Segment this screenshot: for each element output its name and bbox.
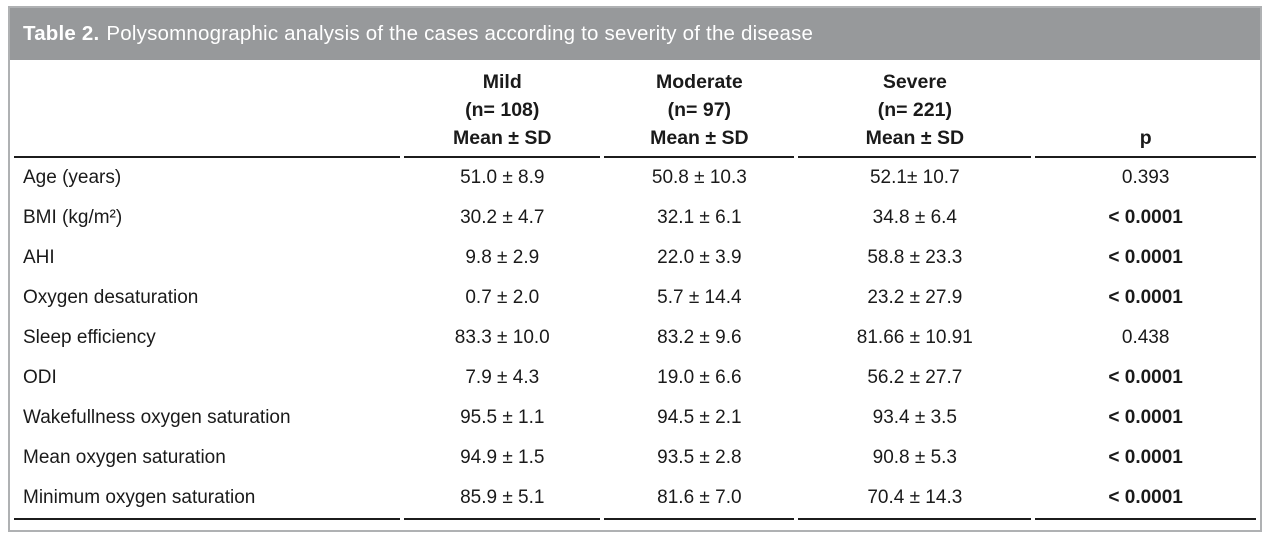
row-label: ODI xyxy=(23,367,57,388)
mild-value: 9.8 ± 2.9 xyxy=(465,247,540,268)
row-label-column-header xyxy=(14,60,401,158)
row-label: Wakefullness oxygen saturation xyxy=(23,407,291,428)
row-label: Oxygen desaturation xyxy=(23,287,199,308)
row-label: AHI xyxy=(23,247,55,268)
p-value: 0.393 xyxy=(1121,167,1170,188)
row-label: BMI (kg/m²) xyxy=(23,207,123,228)
table-row: AHI 9.8 ± 2.9 22.0 ± 3.9 58.8 ± 23.3 < 0… xyxy=(14,238,1256,278)
mild-value: 0.7 ± 2.0 xyxy=(465,287,540,308)
mild-value: 51.0 ± 8.9 xyxy=(460,167,545,188)
table-row: BMI (kg/m²) 30.2 ± 4.7 32.1 ± 6.1 34.8 ±… xyxy=(14,198,1256,238)
moderate-value: 19.0 ± 6.6 xyxy=(657,367,742,388)
group-name: Moderate xyxy=(656,71,743,93)
table-number-label: Table 2. xyxy=(23,22,100,45)
table-row: Sleep efficiency 83.3 ± 10.0 83.2 ± 9.6 … xyxy=(14,318,1256,358)
table-row: Minimum oxygen saturation 85.9 ± 5.1 81.… xyxy=(14,478,1256,520)
p-value: < 0.0001 xyxy=(1108,367,1183,388)
moderate-value: 22.0 ± 3.9 xyxy=(657,247,742,268)
p-value: < 0.0001 xyxy=(1108,247,1183,268)
mild-value: 95.5 ± 1.1 xyxy=(460,407,545,428)
row-label: Age (years) xyxy=(23,167,122,188)
mild-value: 94.9 ± 1.5 xyxy=(460,447,545,468)
table-footnote: BMI: Body mass index, AHI: Apnea hypopne… xyxy=(10,520,1260,530)
mild-value: 83.3 ± 10.0 xyxy=(454,327,550,348)
mild-value: 7.9 ± 4.3 xyxy=(465,367,540,388)
group-stat: Mean ± SD xyxy=(865,127,965,149)
moderate-value: 50.8 ± 10.3 xyxy=(651,167,747,188)
table-row: ODI 7.9 ± 4.3 19.0 ± 6.6 56.2 ± 27.7 < 0… xyxy=(14,358,1256,398)
row-label: Mean oxygen saturation xyxy=(23,447,226,468)
table-row: Wakefullness oxygen saturation 95.5 ± 1.… xyxy=(14,398,1256,438)
table-row: Oxygen desaturation 0.7 ± 2.0 5.7 ± 14.4… xyxy=(14,278,1256,318)
group-stat: Mean ± SD xyxy=(650,127,749,149)
group-n: (n= 221) xyxy=(877,99,952,121)
moderate-value: 94.5 ± 2.1 xyxy=(657,407,742,428)
table-row: Mean oxygen saturation 94.9 ± 1.5 93.5 ±… xyxy=(14,438,1256,478)
column-header-moderate: Moderate (n= 97) Mean ± SD xyxy=(604,60,795,158)
header-row: Mild (n= 108) Mean ± SD Moderate (n= 97)… xyxy=(14,60,1256,158)
severe-value: 81.66 ± 10.91 xyxy=(856,327,973,348)
group-n: (n= 97) xyxy=(667,99,732,121)
table-title-text: Polysomnographic analysis of the cases a… xyxy=(106,22,814,45)
row-label: Minimum oxygen saturation xyxy=(14,478,401,520)
severe-value: 58.8 ± 23.3 xyxy=(867,247,963,268)
column-header-mild: Mild (n= 108) Mean ± SD xyxy=(404,60,601,158)
table-frame: Table 2. Polysomnographic analysis of th… xyxy=(8,6,1262,532)
p-value: 0.438 xyxy=(1121,327,1170,348)
severe-value: 70.4 ± 14.3 xyxy=(798,478,1032,520)
table-row: Age (years) 51.0 ± 8.9 50.8 ± 10.3 52.1±… xyxy=(14,158,1256,198)
moderate-value: 5.7 ± 14.4 xyxy=(657,287,742,308)
severe-value: 93.4 ± 3.5 xyxy=(872,407,958,428)
moderate-value: 81.6 ± 7.0 xyxy=(604,478,795,520)
p-value: < 0.0001 xyxy=(1108,207,1183,228)
polysomnography-table: Mild (n= 108) Mean ± SD Moderate (n= 97)… xyxy=(10,60,1260,520)
p-value: < 0.0001 xyxy=(1108,407,1183,428)
p-value: < 0.0001 xyxy=(1108,447,1183,468)
severe-value: 56.2 ± 27.7 xyxy=(867,367,963,388)
column-header-severe: Severe (n= 221) Mean ± SD xyxy=(798,60,1032,158)
group-name: Severe xyxy=(882,71,947,93)
group-stat: Mean ± SD xyxy=(453,127,552,149)
severe-value: 90.8 ± 5.3 xyxy=(872,447,958,468)
severe-value: 52.1± 10.7 xyxy=(869,167,960,188)
table-title-bar: Table 2. Polysomnographic analysis of th… xyxy=(10,8,1260,60)
p-value: < 0.0001 xyxy=(1035,478,1256,520)
group-name: Mild xyxy=(482,71,522,93)
mild-value: 85.9 ± 5.1 xyxy=(404,478,601,520)
severe-value: 34.8 ± 6.4 xyxy=(872,207,958,228)
severe-value: 23.2 ± 27.9 xyxy=(867,287,963,308)
group-n: (n= 108) xyxy=(465,99,540,121)
moderate-value: 93.5 ± 2.8 xyxy=(657,447,742,468)
p-value: < 0.0001 xyxy=(1108,287,1183,308)
row-label: Sleep efficiency xyxy=(23,327,156,348)
column-header-p: p xyxy=(1035,60,1256,158)
moderate-value: 32.1 ± 6.1 xyxy=(657,207,742,228)
mild-value: 30.2 ± 4.7 xyxy=(460,207,545,228)
moderate-value: 83.2 ± 9.6 xyxy=(657,327,742,348)
